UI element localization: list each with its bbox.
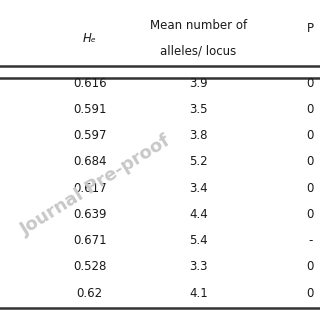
Text: 0: 0 bbox=[307, 129, 314, 142]
Text: 0: 0 bbox=[307, 260, 314, 273]
Text: 0.617: 0.617 bbox=[73, 182, 107, 195]
Text: Mean number of: Mean number of bbox=[150, 19, 247, 32]
Text: 3.3: 3.3 bbox=[189, 260, 208, 273]
Text: 0.616: 0.616 bbox=[73, 77, 107, 90]
Text: 0: 0 bbox=[307, 287, 314, 300]
Text: 0.684: 0.684 bbox=[73, 156, 106, 168]
Text: Journal Pre-proof: Journal Pre-proof bbox=[18, 132, 174, 239]
Text: 0: 0 bbox=[307, 103, 314, 116]
Text: 0.528: 0.528 bbox=[73, 260, 106, 273]
Text: 3.9: 3.9 bbox=[189, 77, 208, 90]
Text: Hₑ: Hₑ bbox=[83, 32, 96, 45]
Text: 0: 0 bbox=[307, 77, 314, 90]
Text: 0: 0 bbox=[307, 156, 314, 168]
Text: 0.671: 0.671 bbox=[73, 234, 107, 247]
Text: 4.1: 4.1 bbox=[189, 287, 208, 300]
Text: 5.2: 5.2 bbox=[189, 156, 208, 168]
Text: 4.4: 4.4 bbox=[189, 208, 208, 221]
Text: 5.4: 5.4 bbox=[189, 234, 208, 247]
Text: 3.4: 3.4 bbox=[189, 182, 208, 195]
Text: 0: 0 bbox=[307, 182, 314, 195]
Text: 3.5: 3.5 bbox=[189, 103, 208, 116]
Text: 0.597: 0.597 bbox=[73, 129, 106, 142]
Text: 0.639: 0.639 bbox=[73, 208, 106, 221]
Text: -: - bbox=[308, 234, 313, 247]
Text: 3.8: 3.8 bbox=[189, 129, 208, 142]
Text: alleles/ locus: alleles/ locus bbox=[160, 45, 236, 58]
Text: 0.62: 0.62 bbox=[76, 287, 103, 300]
Text: P: P bbox=[307, 22, 314, 35]
Text: 0.591: 0.591 bbox=[73, 103, 106, 116]
Text: 0: 0 bbox=[307, 208, 314, 221]
